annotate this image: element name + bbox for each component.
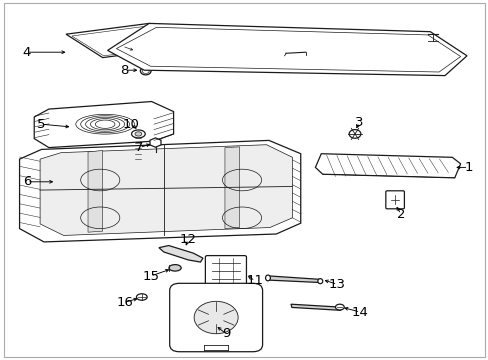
Polygon shape [224, 147, 239, 229]
Text: 15: 15 [142, 270, 159, 283]
Ellipse shape [317, 279, 322, 284]
Polygon shape [159, 246, 203, 262]
Text: 8: 8 [120, 64, 129, 77]
Circle shape [194, 301, 238, 334]
Polygon shape [40, 145, 292, 235]
Polygon shape [72, 26, 180, 56]
FancyBboxPatch shape [385, 191, 404, 209]
Polygon shape [315, 154, 460, 178]
Text: 9: 9 [221, 327, 230, 340]
Text: 14: 14 [351, 306, 368, 319]
Text: 13: 13 [328, 278, 345, 291]
Text: 3: 3 [354, 116, 363, 129]
Ellipse shape [335, 304, 344, 310]
Circle shape [348, 130, 360, 138]
Polygon shape [34, 102, 173, 148]
Polygon shape [116, 27, 460, 72]
Text: 7: 7 [135, 141, 143, 154]
Text: 4: 4 [22, 46, 31, 59]
Ellipse shape [135, 132, 142, 136]
Ellipse shape [140, 67, 151, 75]
Text: 12: 12 [180, 233, 196, 246]
Text: 10: 10 [122, 118, 139, 131]
Polygon shape [107, 23, 466, 76]
FancyBboxPatch shape [169, 283, 262, 352]
Text: 11: 11 [246, 274, 263, 287]
Ellipse shape [142, 68, 149, 73]
Polygon shape [88, 150, 102, 232]
Ellipse shape [136, 294, 147, 300]
Polygon shape [20, 140, 300, 242]
Text: 16: 16 [116, 296, 133, 309]
Ellipse shape [131, 130, 145, 138]
Text: 6: 6 [22, 175, 31, 188]
Text: 2: 2 [396, 208, 405, 221]
Ellipse shape [265, 275, 270, 281]
Ellipse shape [169, 265, 181, 271]
Text: 5: 5 [37, 118, 46, 131]
Polygon shape [66, 23, 185, 58]
Text: 1: 1 [463, 161, 472, 174]
Polygon shape [290, 304, 340, 310]
FancyBboxPatch shape [205, 256, 246, 286]
Polygon shape [266, 276, 321, 283]
